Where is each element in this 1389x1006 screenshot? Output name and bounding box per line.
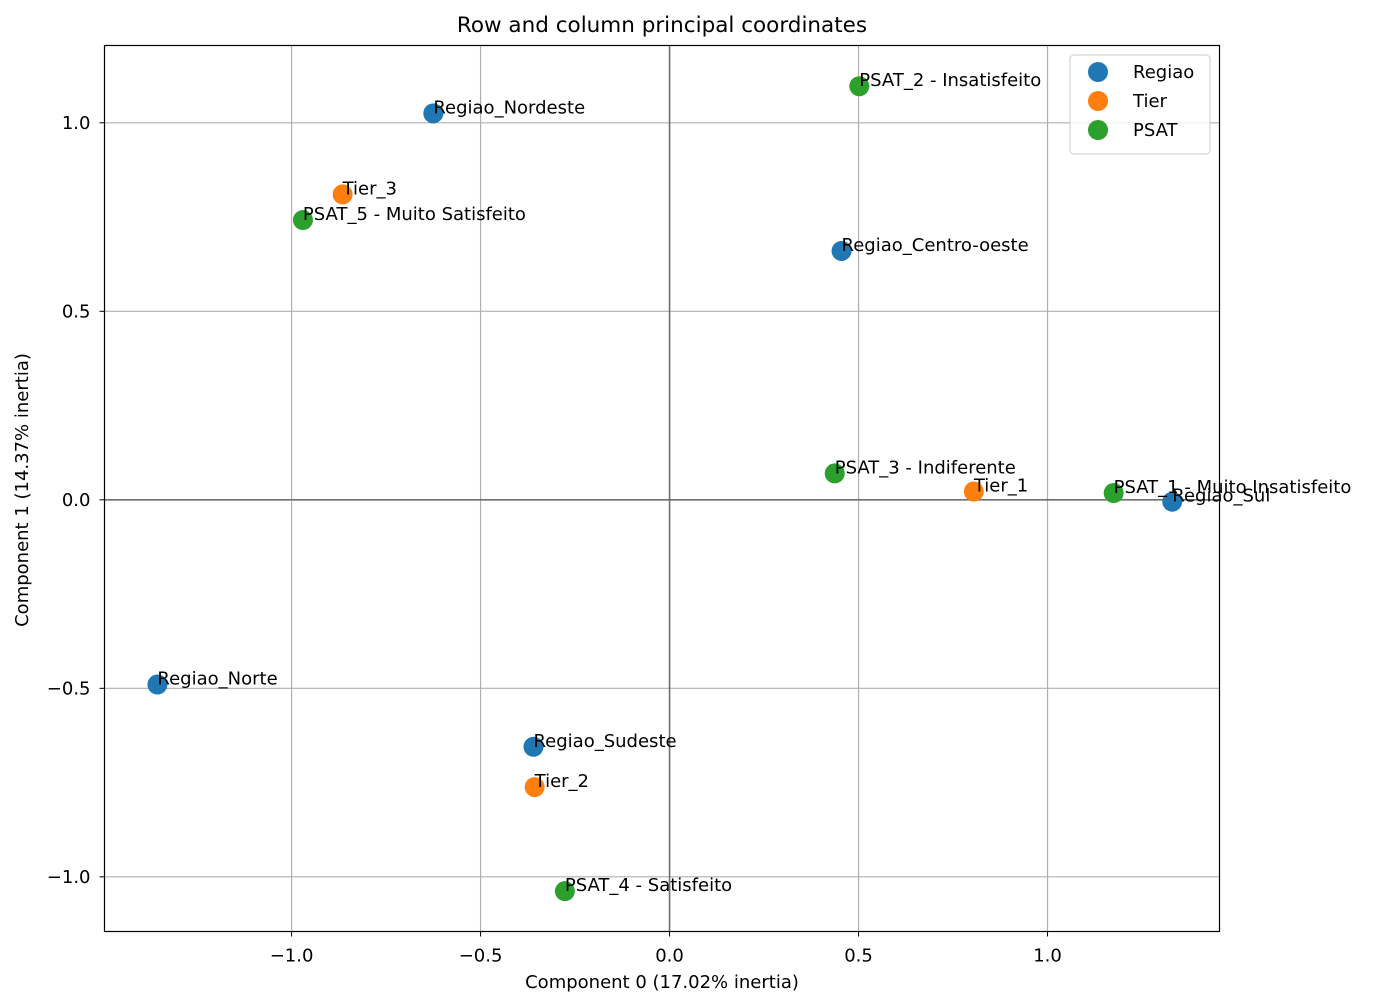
point-labels: Regiao_Nordeste Regiao_Centro-oeste Regiao… bbox=[157, 70, 1351, 896]
y-tick-label: 0.5 bbox=[62, 301, 91, 322]
data-point bbox=[332, 184, 353, 205]
legend: Regiao Tier PSAT bbox=[1069, 54, 1211, 155]
x-tick-label: 1.0 bbox=[1033, 946, 1062, 967]
data-point bbox=[849, 76, 870, 97]
legend-marker bbox=[1088, 120, 1108, 140]
data-point bbox=[523, 736, 544, 757]
legend-label: PSAT bbox=[1133, 120, 1179, 141]
point-label: Regiao_Sudeste bbox=[533, 731, 676, 752]
legend-label: Regiao bbox=[1133, 62, 1194, 83]
data-point bbox=[554, 881, 575, 902]
point-label: Regiao_Norte bbox=[157, 669, 277, 690]
data-point bbox=[831, 240, 852, 261]
point-label: PSAT_1 - Muito Insatisfeito bbox=[1114, 477, 1352, 498]
legend-marker bbox=[1088, 91, 1108, 111]
data-point bbox=[1103, 483, 1124, 504]
y-tick-label: −1.0 bbox=[47, 867, 91, 888]
plot-area-frame bbox=[103, 44, 1221, 933]
data-point bbox=[1162, 491, 1183, 512]
point-label: Regiao_Centro-oeste bbox=[842, 235, 1029, 256]
x-tick-label: 0.0 bbox=[655, 946, 684, 967]
data-point bbox=[824, 463, 845, 484]
data-point bbox=[524, 777, 545, 798]
y-tick-label: 1.0 bbox=[62, 113, 91, 134]
x-tick-label: −1.0 bbox=[270, 946, 314, 967]
y-tick-label: 0.0 bbox=[62, 490, 91, 511]
point-label: Tier_2 bbox=[534, 771, 589, 792]
x-axis-ticks: −1.0 −0.5 0.0 0.5 1.0 bbox=[270, 931, 1062, 967]
data-point bbox=[963, 481, 984, 502]
legend-marker bbox=[1088, 62, 1108, 82]
x-tick-label: 0.5 bbox=[844, 946, 873, 967]
point-label: PSAT_5 - Muito Satisfeito bbox=[303, 204, 526, 225]
y-axis-ticks: −1.0 −0.5 0.0 0.5 1.0 bbox=[47, 113, 105, 888]
y-axis-title: Component 1 (14.37% inertia) bbox=[12, 353, 33, 627]
point-label: Tier_3 bbox=[342, 178, 397, 199]
data-points bbox=[147, 76, 1183, 902]
point-label: PSAT_3 - Indiferente bbox=[835, 457, 1016, 478]
point-label: PSAT_4 - Satisfeito bbox=[565, 875, 732, 896]
data-point bbox=[147, 674, 168, 695]
legend-label: Tier bbox=[1132, 91, 1168, 112]
point-label: Regiao_Sul bbox=[1172, 486, 1270, 507]
chart-title: Row and column principal coordinates bbox=[457, 13, 867, 38]
grid bbox=[104, 45, 1220, 932]
x-tick-label: −0.5 bbox=[459, 946, 503, 967]
data-point bbox=[292, 210, 313, 231]
point-label: Regiao_Nordeste bbox=[433, 97, 585, 118]
point-label: Tier_1 bbox=[973, 476, 1028, 497]
y-tick-label: −0.5 bbox=[47, 678, 91, 699]
point-label: PSAT_2 - Insatisfeito bbox=[859, 70, 1041, 91]
x-axis-title: Component 0 (17.02% inertia) bbox=[525, 972, 799, 993]
zero-lines bbox=[104, 45, 1220, 932]
data-point bbox=[423, 103, 444, 124]
